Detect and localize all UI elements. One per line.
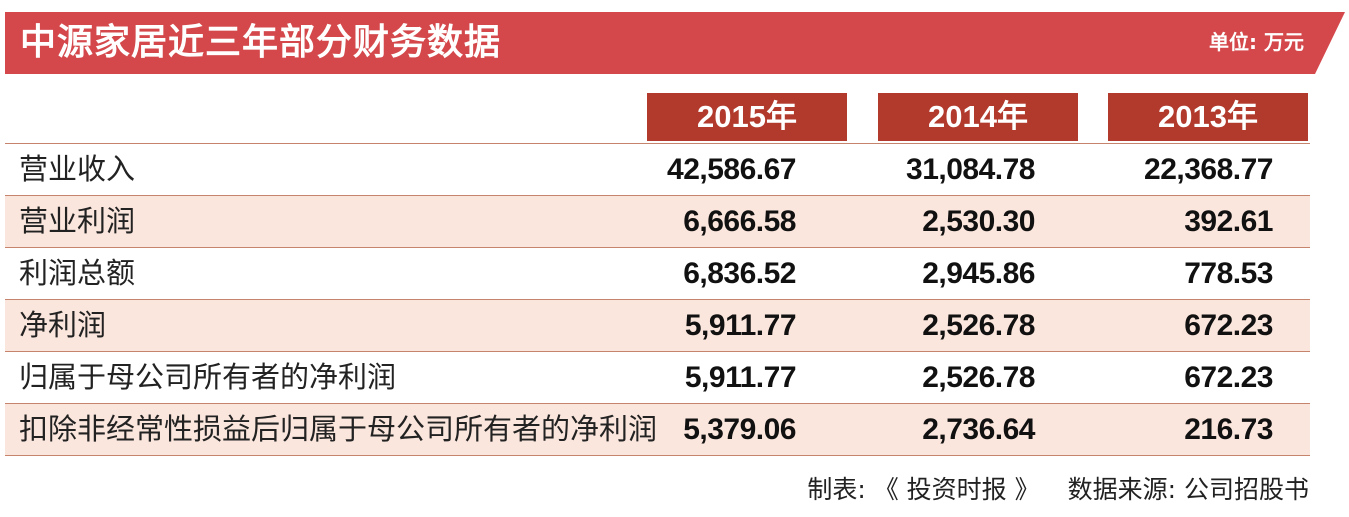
header-row: 2015年 2014年 2013年 xyxy=(5,93,1310,143)
cell-value: 5,911.77 xyxy=(684,309,797,342)
table-row: 扣除非经常性损益后归属于母公司所有者的净利润 5,379.06 2,736.64… xyxy=(5,403,1310,456)
table-row: 营业利润 6,666.58 2,530.30 392.61 xyxy=(5,195,1310,247)
cell-value: 216.73 xyxy=(1184,413,1273,446)
unit-label: 单位: 万元 xyxy=(1209,30,1304,54)
cell-value: 31,084.78 xyxy=(906,153,1035,186)
financial-table: 2015年 2014年 2013年 营业收入 42,586.67 31,084.… xyxy=(5,93,1310,456)
row-label: 净利润 xyxy=(19,308,107,342)
row-label: 营业收入 xyxy=(19,152,136,186)
chart-title: 中源家居近三年部分财务数据 xyxy=(20,22,502,63)
title-banner xyxy=(5,12,1345,74)
cell-value: 2,530.30 xyxy=(922,205,1035,238)
table-row: 净利润 5,911.77 2,526.78 672.23 xyxy=(5,299,1310,351)
cell-value: 6,836.52 xyxy=(683,257,796,290)
cell-value: 5,911.77 xyxy=(684,361,797,394)
table-row: 营业收入 42,586.67 31,084.78 22,368.77 xyxy=(5,143,1310,195)
table-row: 利润总额 6,836.52 2,945.86 778.53 xyxy=(5,247,1310,299)
cell-value: 5,379.06 xyxy=(683,413,796,446)
made-by-credit: 制表: 《 投资时报 》 xyxy=(807,475,1040,504)
cell-value: 6,666.58 xyxy=(683,205,796,238)
column-header-2013: 2013年 xyxy=(1108,93,1308,141)
cell-value: 22,368.77 xyxy=(1144,153,1273,186)
data-source-credit: 数据来源: 公司招股书 xyxy=(1067,475,1309,504)
row-label: 归属于母公司所有者的净利润 xyxy=(19,360,397,394)
column-header-2015: 2015年 xyxy=(647,93,847,141)
column-header-2014: 2014年 xyxy=(878,93,1078,141)
cell-value: 672.23 xyxy=(1184,309,1273,342)
cell-value: 2,736.64 xyxy=(922,413,1035,446)
cell-value: 778.53 xyxy=(1184,257,1273,290)
row-label: 利润总额 xyxy=(19,256,136,290)
cell-value: 2,945.86 xyxy=(922,257,1035,290)
row-label: 扣除非经常性损益后归属于母公司所有者的净利润 xyxy=(19,412,658,446)
cell-value: 2,526.78 xyxy=(922,309,1035,342)
row-label: 营业利润 xyxy=(19,204,136,238)
cell-value: 2,526.78 xyxy=(922,361,1035,394)
cell-value: 42,586.67 xyxy=(667,153,796,186)
table-row: 归属于母公司所有者的净利润 5,911.77 2,526.78 672.23 xyxy=(5,351,1310,403)
cell-value: 392.61 xyxy=(1184,205,1273,238)
cell-value: 672.23 xyxy=(1184,361,1273,394)
footer-credits: 制表: 《 投资时报 》数据来源: 公司招股书 xyxy=(807,470,1309,506)
